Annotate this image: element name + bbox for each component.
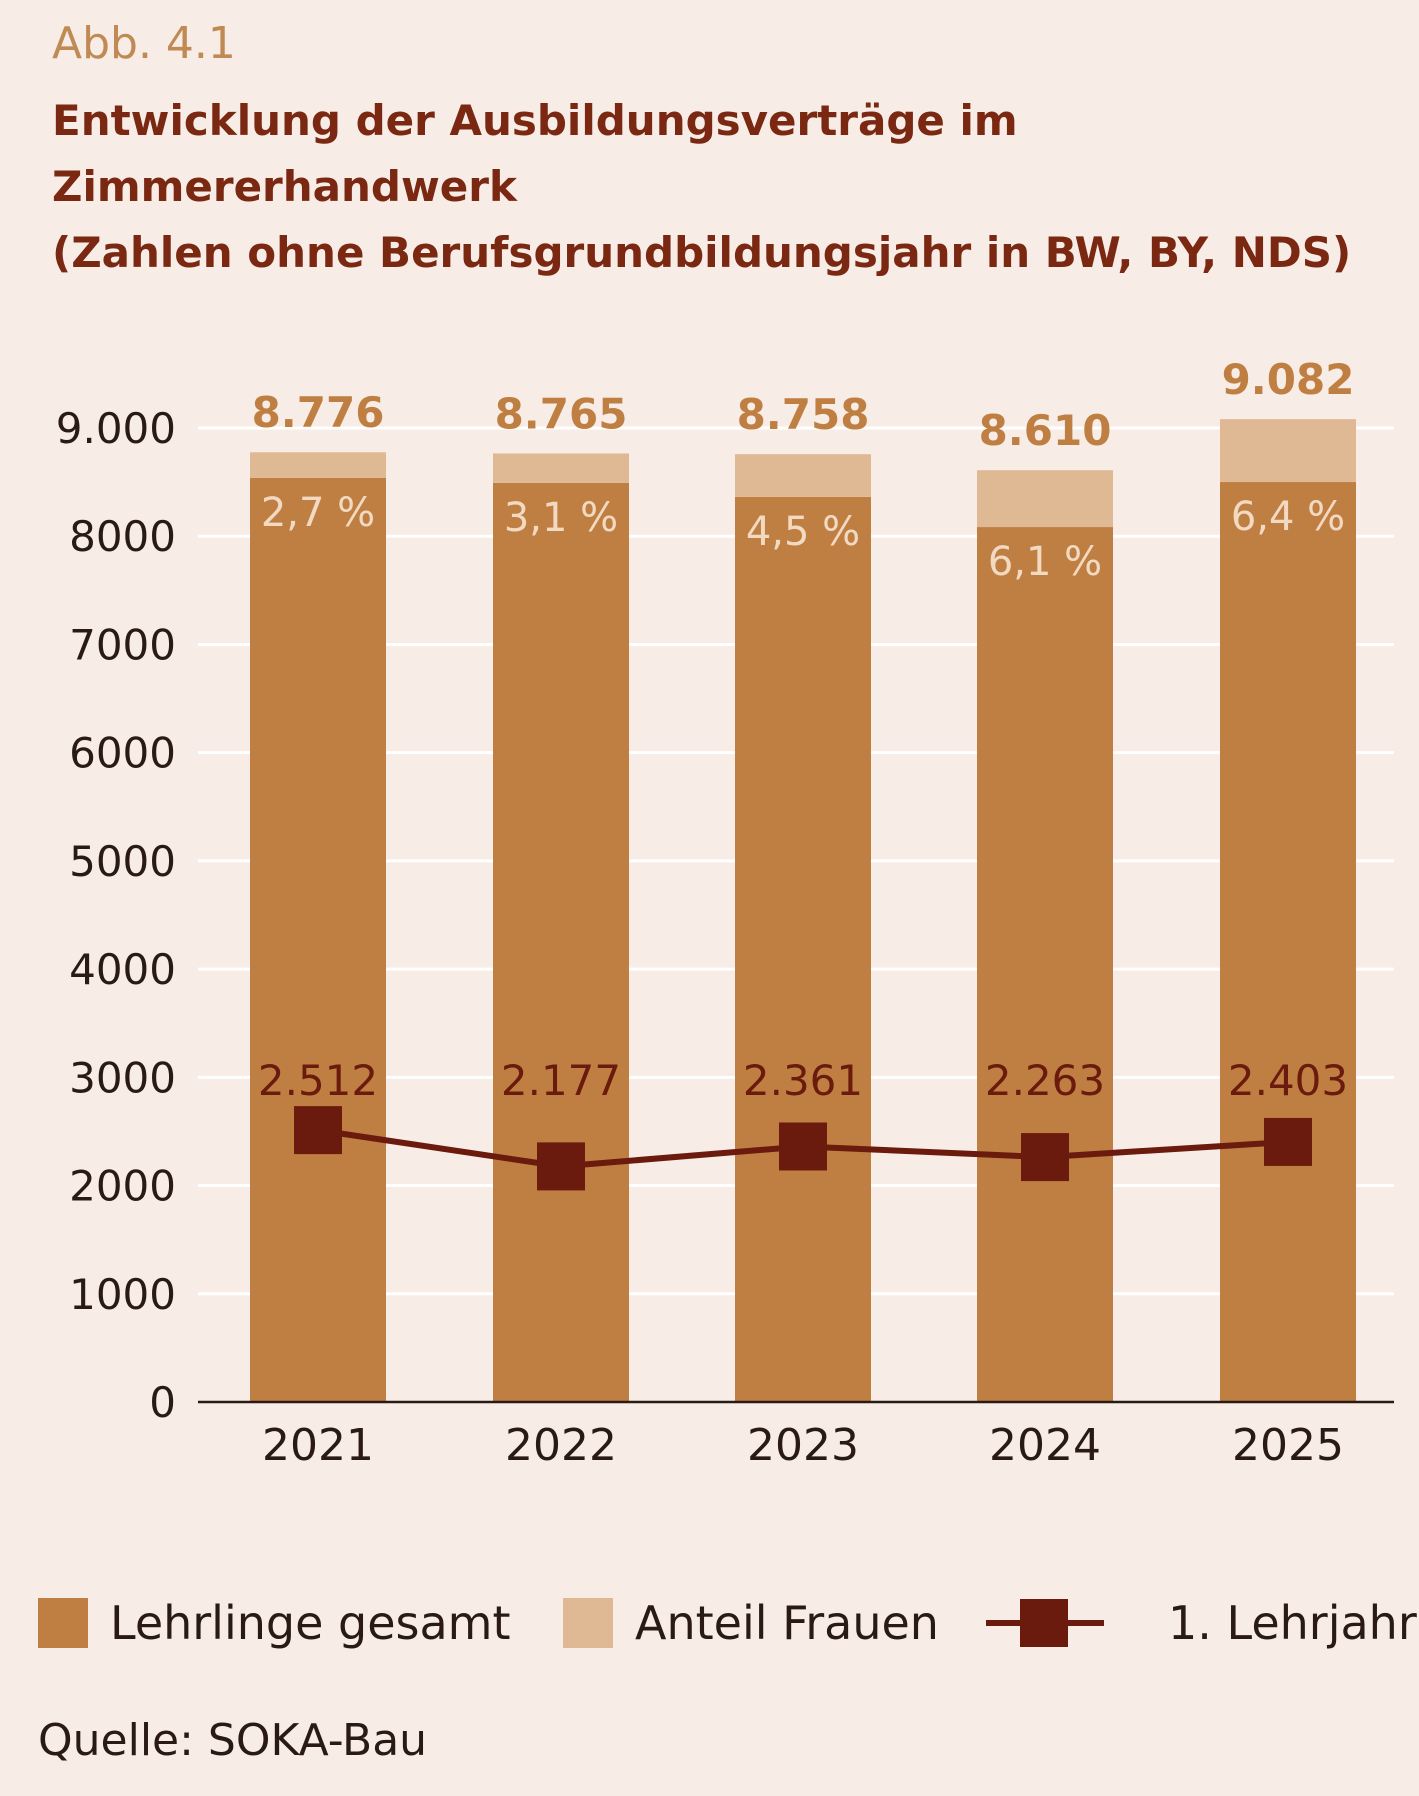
x-tick-label: 2021 — [262, 1420, 374, 1471]
line-marker — [294, 1106, 342, 1155]
title-line-1: Entwicklung der Ausbildungsverträge im Z… — [52, 96, 1018, 211]
x-tick-label: 2024 — [989, 1420, 1101, 1471]
legend-label-women: Anteil Frauen — [635, 1596, 939, 1650]
legend-swatch-total — [38, 1598, 88, 1648]
first-year-value-label: 2.263 — [985, 1056, 1105, 1105]
y-tick-label: 3000 — [69, 1053, 176, 1102]
y-tick-label: 5000 — [69, 837, 176, 886]
bar-women-share — [735, 454, 871, 497]
line-marker — [779, 1122, 827, 1171]
y-tick-label: 1000 — [69, 1270, 176, 1319]
x-tick-label: 2025 — [1232, 1420, 1344, 1471]
bar-women-share — [1220, 419, 1356, 483]
first-year-value-label: 2.403 — [1228, 1056, 1348, 1105]
bar-women-share — [493, 453, 629, 483]
total-value-label: 8.758 — [737, 390, 870, 439]
y-tick-label: 4000 — [69, 945, 176, 994]
figure-label: Abb. 4.1 — [52, 18, 236, 69]
y-tick-label: 9.000 — [56, 404, 176, 453]
bar-women-share — [977, 470, 1113, 528]
first-year-value-label: 2.361 — [743, 1056, 863, 1105]
bar-women-share — [250, 452, 386, 478]
line-marker — [1021, 1133, 1069, 1182]
total-value-label: 8.776 — [252, 388, 385, 437]
y-tick-label: 2000 — [69, 1162, 176, 1211]
x-tick-label: 2022 — [505, 1420, 617, 1471]
bar-total — [1220, 482, 1356, 1402]
legend-line-marker-icon — [986, 1599, 1104, 1647]
x-tick-label: 2023 — [747, 1420, 859, 1471]
women-share-label: 6,4 % — [1231, 494, 1345, 540]
bar-total — [735, 496, 871, 1402]
total-value-label: 8.610 — [979, 406, 1112, 455]
bar-total — [493, 482, 629, 1402]
bar-total — [250, 477, 386, 1402]
legend-label-first-year: 1. Lehrjahr — [1168, 1596, 1417, 1650]
source-note: Quelle: SOKA-Bau — [38, 1715, 428, 1766]
line-marker — [1264, 1117, 1312, 1166]
women-share-label: 2,7 % — [261, 490, 375, 536]
bar-total — [977, 527, 1113, 1402]
first-year-value-label: 2.512 — [258, 1056, 378, 1105]
chart-title: Entwicklung der Ausbildungsverträge im Z… — [52, 88, 1392, 286]
first-year-value-label: 2.177 — [501, 1056, 621, 1105]
total-value-label: 8.765 — [495, 389, 628, 438]
total-value-label: 9.082 — [1222, 355, 1355, 404]
legend-swatch-women — [563, 1598, 613, 1648]
y-tick-label: 6000 — [69, 729, 176, 778]
y-tick-label: 8000 — [69, 512, 176, 561]
women-share-label: 3,1 % — [504, 495, 618, 541]
women-share-label: 4,5 % — [746, 509, 860, 555]
women-share-label: 6,1 % — [988, 539, 1102, 585]
y-tick-label: 0 — [149, 1378, 176, 1427]
legend-label-total: Lehrlinge gesamt — [110, 1596, 511, 1650]
line-marker — [537, 1142, 585, 1191]
title-line-2: (Zahlen ohne Berufsgrundbildungsjahr in … — [52, 228, 1352, 277]
y-tick-label: 7000 — [69, 620, 176, 669]
